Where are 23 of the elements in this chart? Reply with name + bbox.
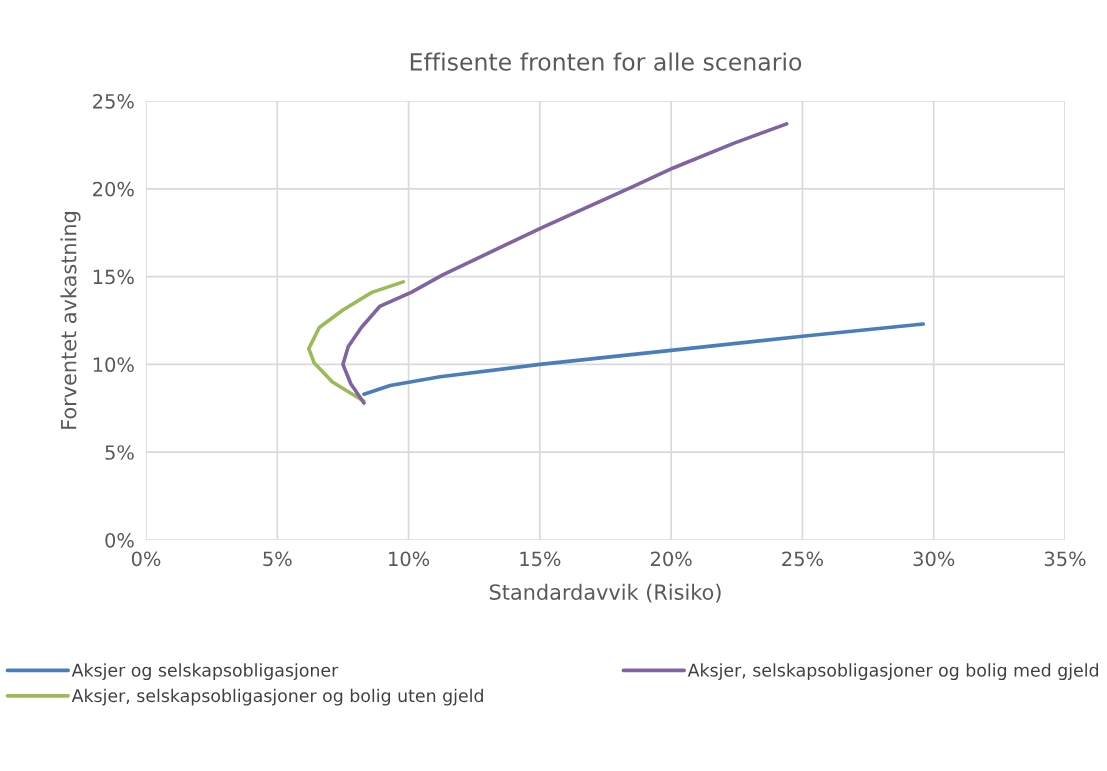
x-tick-label: 35% <box>1044 551 1086 567</box>
x-tick-label: 30% <box>913 551 955 567</box>
x-axis-title: Standardavvik (Risiko) <box>489 583 721 603</box>
y-tick-label: 5% <box>105 445 134 460</box>
legend-label: Aksjer, selskapsobligasjoner og bolig uten gjeld <box>71 688 483 706</box>
legend-label: Aksjer og selskapsobligasjoner <box>71 663 339 681</box>
line-series <box>306 280 406 404</box>
legend-label: Aksjer, selskapsobligasjoner og bolig med gjeld <box>687 663 1099 681</box>
line-series <box>341 122 789 405</box>
y-tick-label: 20% <box>93 181 134 197</box>
y-tick-label: 25% <box>93 93 134 109</box>
line-series <box>362 322 926 397</box>
y-axis-title: Forventet avkastning <box>60 212 81 429</box>
x-tick-label: 15% <box>520 551 561 567</box>
chart-title: Effisente fronten for alle scenario <box>410 52 802 71</box>
x-tick-label: 20% <box>650 551 692 567</box>
x-tick-label: 5% <box>263 551 292 567</box>
y-tick-label: 15% <box>93 269 134 285</box>
y-tick-label: 10% <box>93 357 134 373</box>
x-tick-label: 25% <box>782 551 823 567</box>
x-tick-label: 0% <box>131 551 161 567</box>
x-tick-label: 10% <box>389 551 430 567</box>
y-tick-label: 0% <box>105 532 134 548</box>
